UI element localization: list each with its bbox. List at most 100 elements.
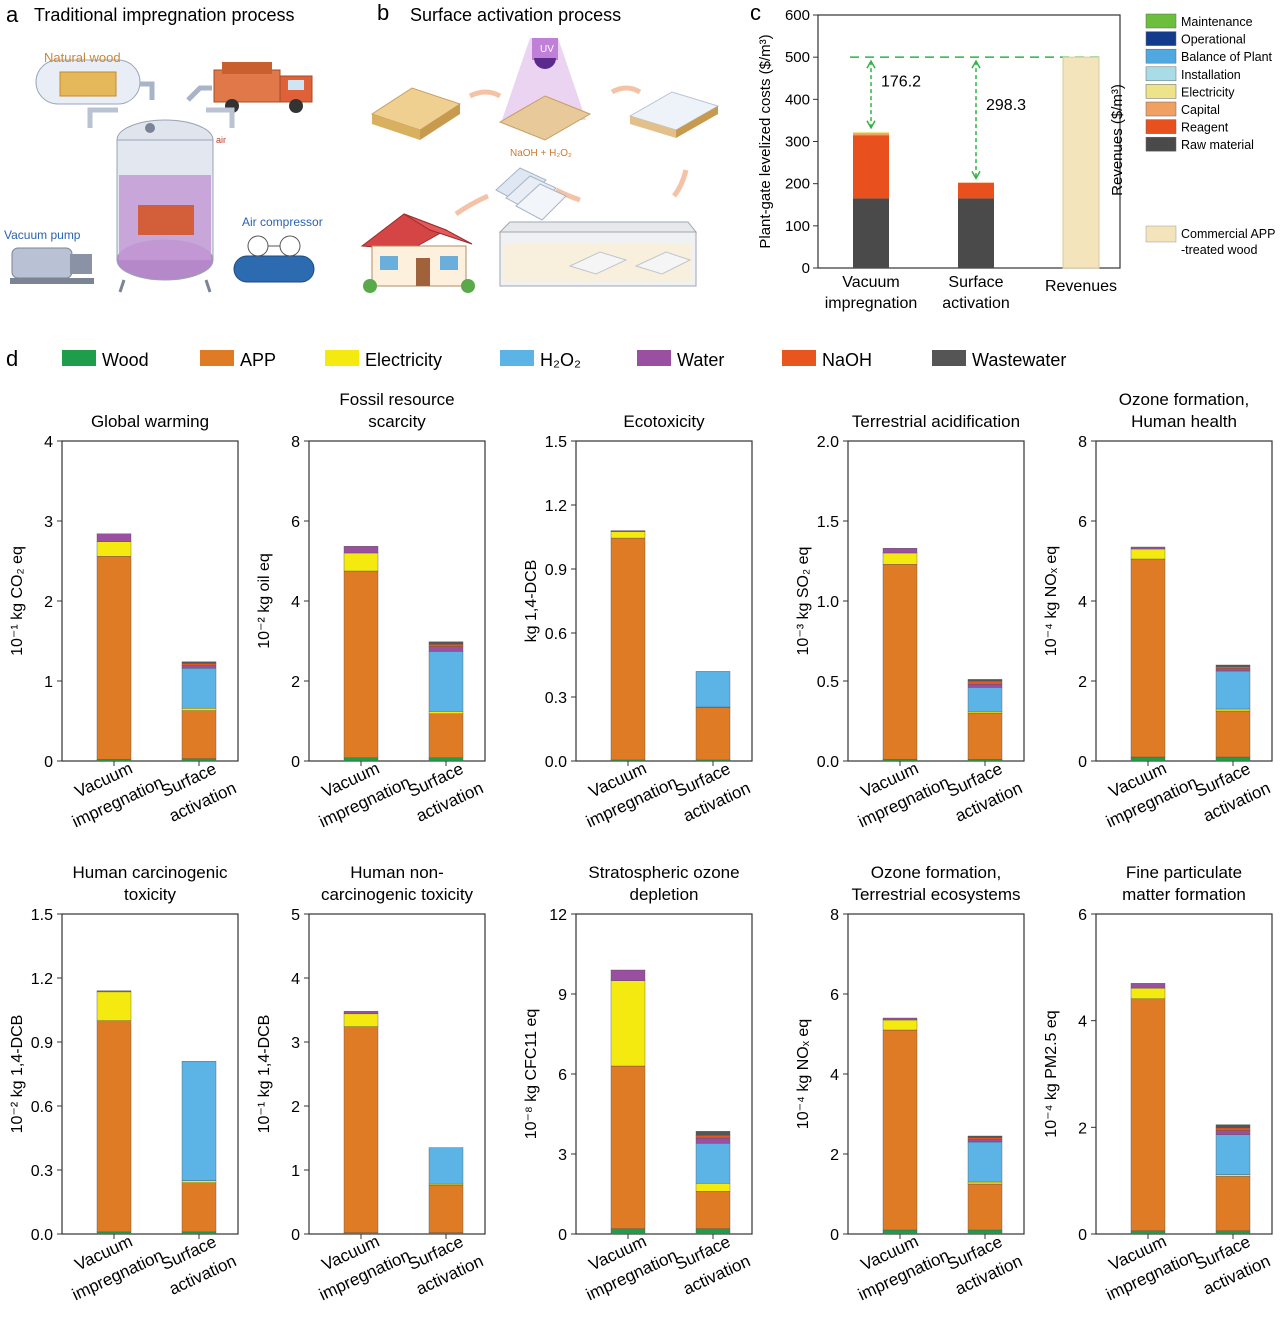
bar-segment-water bbox=[96, 533, 132, 542]
bar-segment-electricity bbox=[343, 552, 379, 572]
subplot-title: depletion bbox=[629, 885, 698, 904]
legend-swatch bbox=[1145, 48, 1177, 64]
x-tick-label: activation bbox=[942, 295, 1010, 312]
y-tick-label: 2 bbox=[1078, 674, 1087, 691]
y-tick-label: 100 bbox=[785, 218, 810, 235]
bar-segment-h2o2 bbox=[181, 668, 217, 709]
bar-segment-reagent bbox=[853, 135, 889, 199]
bar-segment-h2o2 bbox=[967, 1141, 1003, 1183]
legend-swatch bbox=[325, 350, 359, 366]
bar-segment-h2o2 bbox=[967, 687, 1003, 712]
bar-segment-water bbox=[882, 1017, 918, 1021]
y-tick-label: 6 bbox=[1078, 907, 1087, 924]
arrow-head-icon bbox=[866, 59, 876, 69]
bar-segment-electricity bbox=[181, 1180, 217, 1183]
bar-segment-capital bbox=[853, 133, 889, 136]
subplot: Ozone formation, Human health 0 2 4 6 8 10⁻⁴ kg… bbox=[1043, 390, 1273, 831]
bar-segment-electricity bbox=[1215, 1174, 1251, 1177]
y-axis-label: 10⁻¹ kg 1,4-DCB bbox=[256, 1015, 273, 1134]
subplot-title: toxicity bbox=[124, 885, 176, 904]
y-tick-label: 5 bbox=[291, 907, 300, 924]
bar-segment-naoh bbox=[695, 1135, 731, 1139]
y-tick-label: 1.5 bbox=[817, 514, 839, 531]
panel-a-letter: a bbox=[6, 2, 19, 27]
arrow-head-icon bbox=[971, 171, 981, 180]
y-axis-label: 10⁻¹ kg CO₂ eq bbox=[9, 546, 26, 656]
legend-swatch bbox=[1145, 119, 1177, 134]
bar-segment-app bbox=[882, 1029, 918, 1231]
y-tick-label: 4 bbox=[1078, 1014, 1087, 1031]
y-axis-label: 10⁻² kg 1,4-DCB bbox=[9, 1015, 26, 1134]
air-label: air bbox=[216, 135, 226, 145]
y-tick-label: 0 bbox=[291, 1227, 300, 1244]
legend-label: Wood bbox=[102, 350, 149, 370]
y-tick-label: 0.0 bbox=[817, 754, 839, 771]
bar-segment-wastewater bbox=[1215, 664, 1251, 667]
bar-segment-electricity bbox=[882, 1019, 918, 1031]
x-tick-label: Vacuum bbox=[842, 274, 900, 291]
bar-segment-h2o2 bbox=[428, 1147, 464, 1185]
vacuum-pump-icon bbox=[10, 247, 94, 284]
y-tick-label: 0.6 bbox=[31, 1099, 53, 1116]
air-compressor-icon bbox=[233, 235, 315, 283]
y-tick-label: 8 bbox=[830, 907, 839, 924]
y-tick-label: 6 bbox=[558, 1067, 567, 1084]
bar-segment-raw bbox=[853, 198, 889, 268]
y-axis-label: 10⁻² kg oil eq bbox=[256, 553, 273, 649]
y-tick-label: 6 bbox=[291, 514, 300, 531]
y-tick-label: 3 bbox=[44, 514, 53, 531]
subplot-title: carcinogenic toxicity bbox=[321, 885, 474, 904]
bar-segment-electricity bbox=[428, 711, 464, 715]
bar-segment-h2o2 bbox=[1215, 1134, 1251, 1176]
subplot-title: Human health bbox=[1131, 412, 1237, 431]
y-tick-label: 1.5 bbox=[31, 907, 53, 924]
bar-segment-electricity bbox=[96, 541, 132, 557]
bar-segment-h2o2 bbox=[695, 671, 731, 708]
arrow-head-icon bbox=[971, 59, 981, 69]
y-tick-label: 600 bbox=[785, 7, 810, 24]
y-tick-label: 0.3 bbox=[31, 1163, 53, 1180]
bar-segment-raw bbox=[958, 198, 994, 268]
vacuum-pump-label: Vacuum pump bbox=[4, 228, 81, 242]
y-tick-label: 9 bbox=[558, 987, 567, 1004]
bar-segment-water bbox=[1130, 546, 1166, 550]
subplot: Terrestrial acidification 0.0 0.5 1.0 1.5 2.0… bbox=[795, 412, 1025, 831]
bar-segment-app bbox=[1215, 710, 1251, 758]
y-tick-label: 4 bbox=[291, 594, 300, 611]
legend-label: Wastewater bbox=[972, 350, 1066, 370]
legend-label: Balance of Plant bbox=[1181, 50, 1273, 64]
bar-segment-app bbox=[1215, 1176, 1251, 1232]
y-tick-label: 0.0 bbox=[545, 754, 567, 771]
y-tick-label: 12 bbox=[549, 907, 567, 924]
subplot: Human carcinogenic toxicity 0.0 0.3 0.6 0.9 1.… bbox=[9, 863, 239, 1304]
bar-segment-app bbox=[967, 712, 1003, 760]
legend-label: Installation bbox=[1181, 68, 1241, 82]
bar-segment-app bbox=[343, 1026, 379, 1233]
bar-segment-water bbox=[1130, 983, 1166, 989]
bar-segment-app bbox=[428, 1185, 464, 1233]
bar-segment-electricity bbox=[967, 711, 1003, 714]
legend-swatch bbox=[1145, 84, 1177, 99]
bar-segment-app bbox=[610, 537, 646, 761]
subplot-title: matter formation bbox=[1122, 885, 1246, 904]
bar-segment-app bbox=[428, 713, 464, 758]
subplot-title: Global warming bbox=[91, 412, 209, 431]
subplot: Ozone formation, Terrestrial ecosystems 0 2… bbox=[795, 863, 1025, 1304]
bar-segment-water bbox=[967, 1139, 1003, 1143]
panel-a: a Traditional impregnation process Natur… bbox=[4, 2, 323, 293]
bar-segment-water bbox=[343, 546, 379, 554]
bar-segment-water bbox=[695, 1137, 731, 1144]
bar-segment-water bbox=[610, 969, 646, 981]
y-tick-label: 1.0 bbox=[817, 594, 839, 611]
house-icon bbox=[360, 213, 475, 293]
y-tick-label: 0.9 bbox=[545, 562, 567, 579]
bar-segment-water bbox=[610, 530, 646, 532]
y-tick-label: 0 bbox=[291, 754, 300, 771]
bar-segment-electricity bbox=[1215, 708, 1251, 712]
difference-label: 176.2 bbox=[881, 73, 921, 90]
legend-swatch bbox=[932, 350, 966, 366]
bar-segment-naoh bbox=[967, 1137, 1003, 1140]
y-tick-label: 6 bbox=[1078, 514, 1087, 531]
y-tick-label: 4 bbox=[44, 434, 53, 451]
